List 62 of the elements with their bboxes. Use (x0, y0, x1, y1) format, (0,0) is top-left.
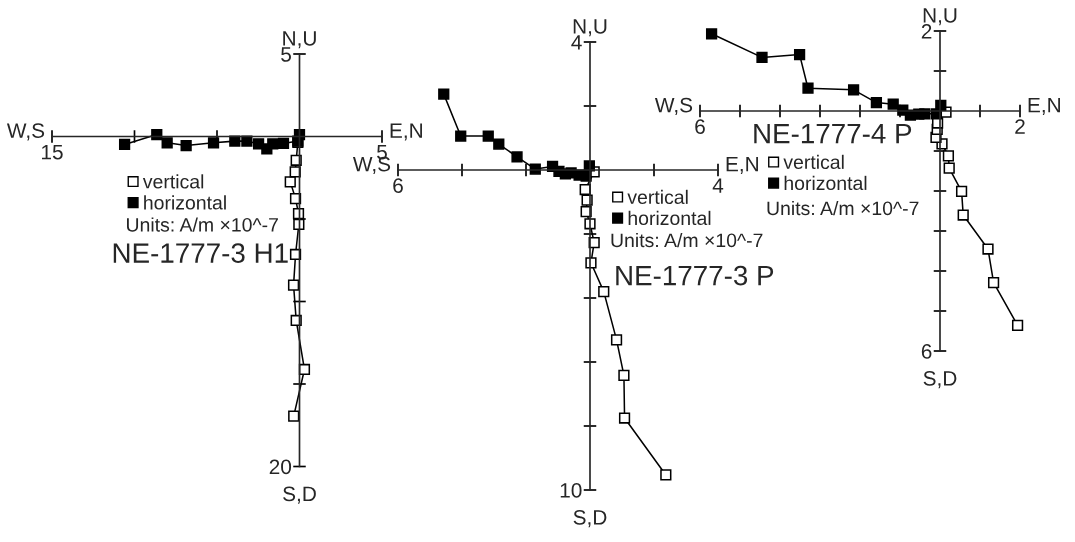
annotation: W,S (654, 97, 693, 115)
point (847, 84, 860, 96)
point (705, 28, 718, 40)
point (618, 369, 630, 382)
point (277, 137, 290, 150)
point (180, 139, 192, 152)
point (987, 276, 1000, 289)
point (284, 176, 296, 188)
point (870, 96, 883, 109)
point (942, 150, 955, 162)
point (887, 98, 899, 110)
point (207, 137, 220, 149)
text: N,U (923, 8, 957, 26)
point (287, 279, 300, 291)
text: N,U (283, 31, 316, 49)
point (943, 162, 955, 174)
point (267, 138, 279, 150)
text: W,S (6, 123, 45, 141)
point (511, 151, 523, 163)
point (118, 138, 131, 151)
point (161, 137, 173, 149)
legend-label: vertical (142, 174, 204, 189)
text: NE-1777-4 P (754, 124, 912, 144)
point (1011, 319, 1024, 332)
annotation: Units: A/m ×10^-7 (127, 217, 278, 232)
annotation: Units: A/m ×10^-7 (611, 232, 763, 248)
legend-label: vertical (783, 154, 844, 170)
point (982, 243, 994, 255)
y-tick-label: 20 (269, 459, 292, 475)
annotation: E,N (390, 123, 422, 141)
point (610, 334, 623, 346)
text: E,N (1028, 97, 1060, 115)
point (581, 194, 593, 206)
point (618, 412, 631, 424)
legend-label: horizontal (628, 210, 711, 226)
point (793, 48, 806, 61)
text: S,D (573, 509, 607, 528)
annotation: Units: A/m ×10^-7 (767, 200, 919, 216)
text: S,D (283, 486, 316, 504)
point (756, 51, 768, 64)
annotation: E,N (726, 156, 758, 174)
x-tick-label: 15 (42, 144, 63, 160)
text: N,U (573, 19, 607, 37)
point (957, 209, 969, 221)
point (482, 130, 494, 142)
text: NE-1777-3 H1 (113, 243, 288, 263)
point (455, 130, 467, 142)
point (955, 185, 968, 198)
legend-label: vertical (627, 189, 688, 205)
point (802, 82, 814, 94)
point (438, 88, 450, 100)
y-tick-label: 10 (560, 483, 582, 498)
point (660, 469, 672, 481)
legend-label: horizontal (144, 195, 226, 210)
point (288, 410, 300, 422)
point (598, 285, 610, 298)
legend-label: horizontal (784, 175, 867, 191)
text: NE-1777-3 P (616, 265, 774, 286)
text: S,D (923, 370, 957, 389)
point (229, 135, 241, 147)
point (241, 135, 253, 147)
point (493, 138, 505, 150)
